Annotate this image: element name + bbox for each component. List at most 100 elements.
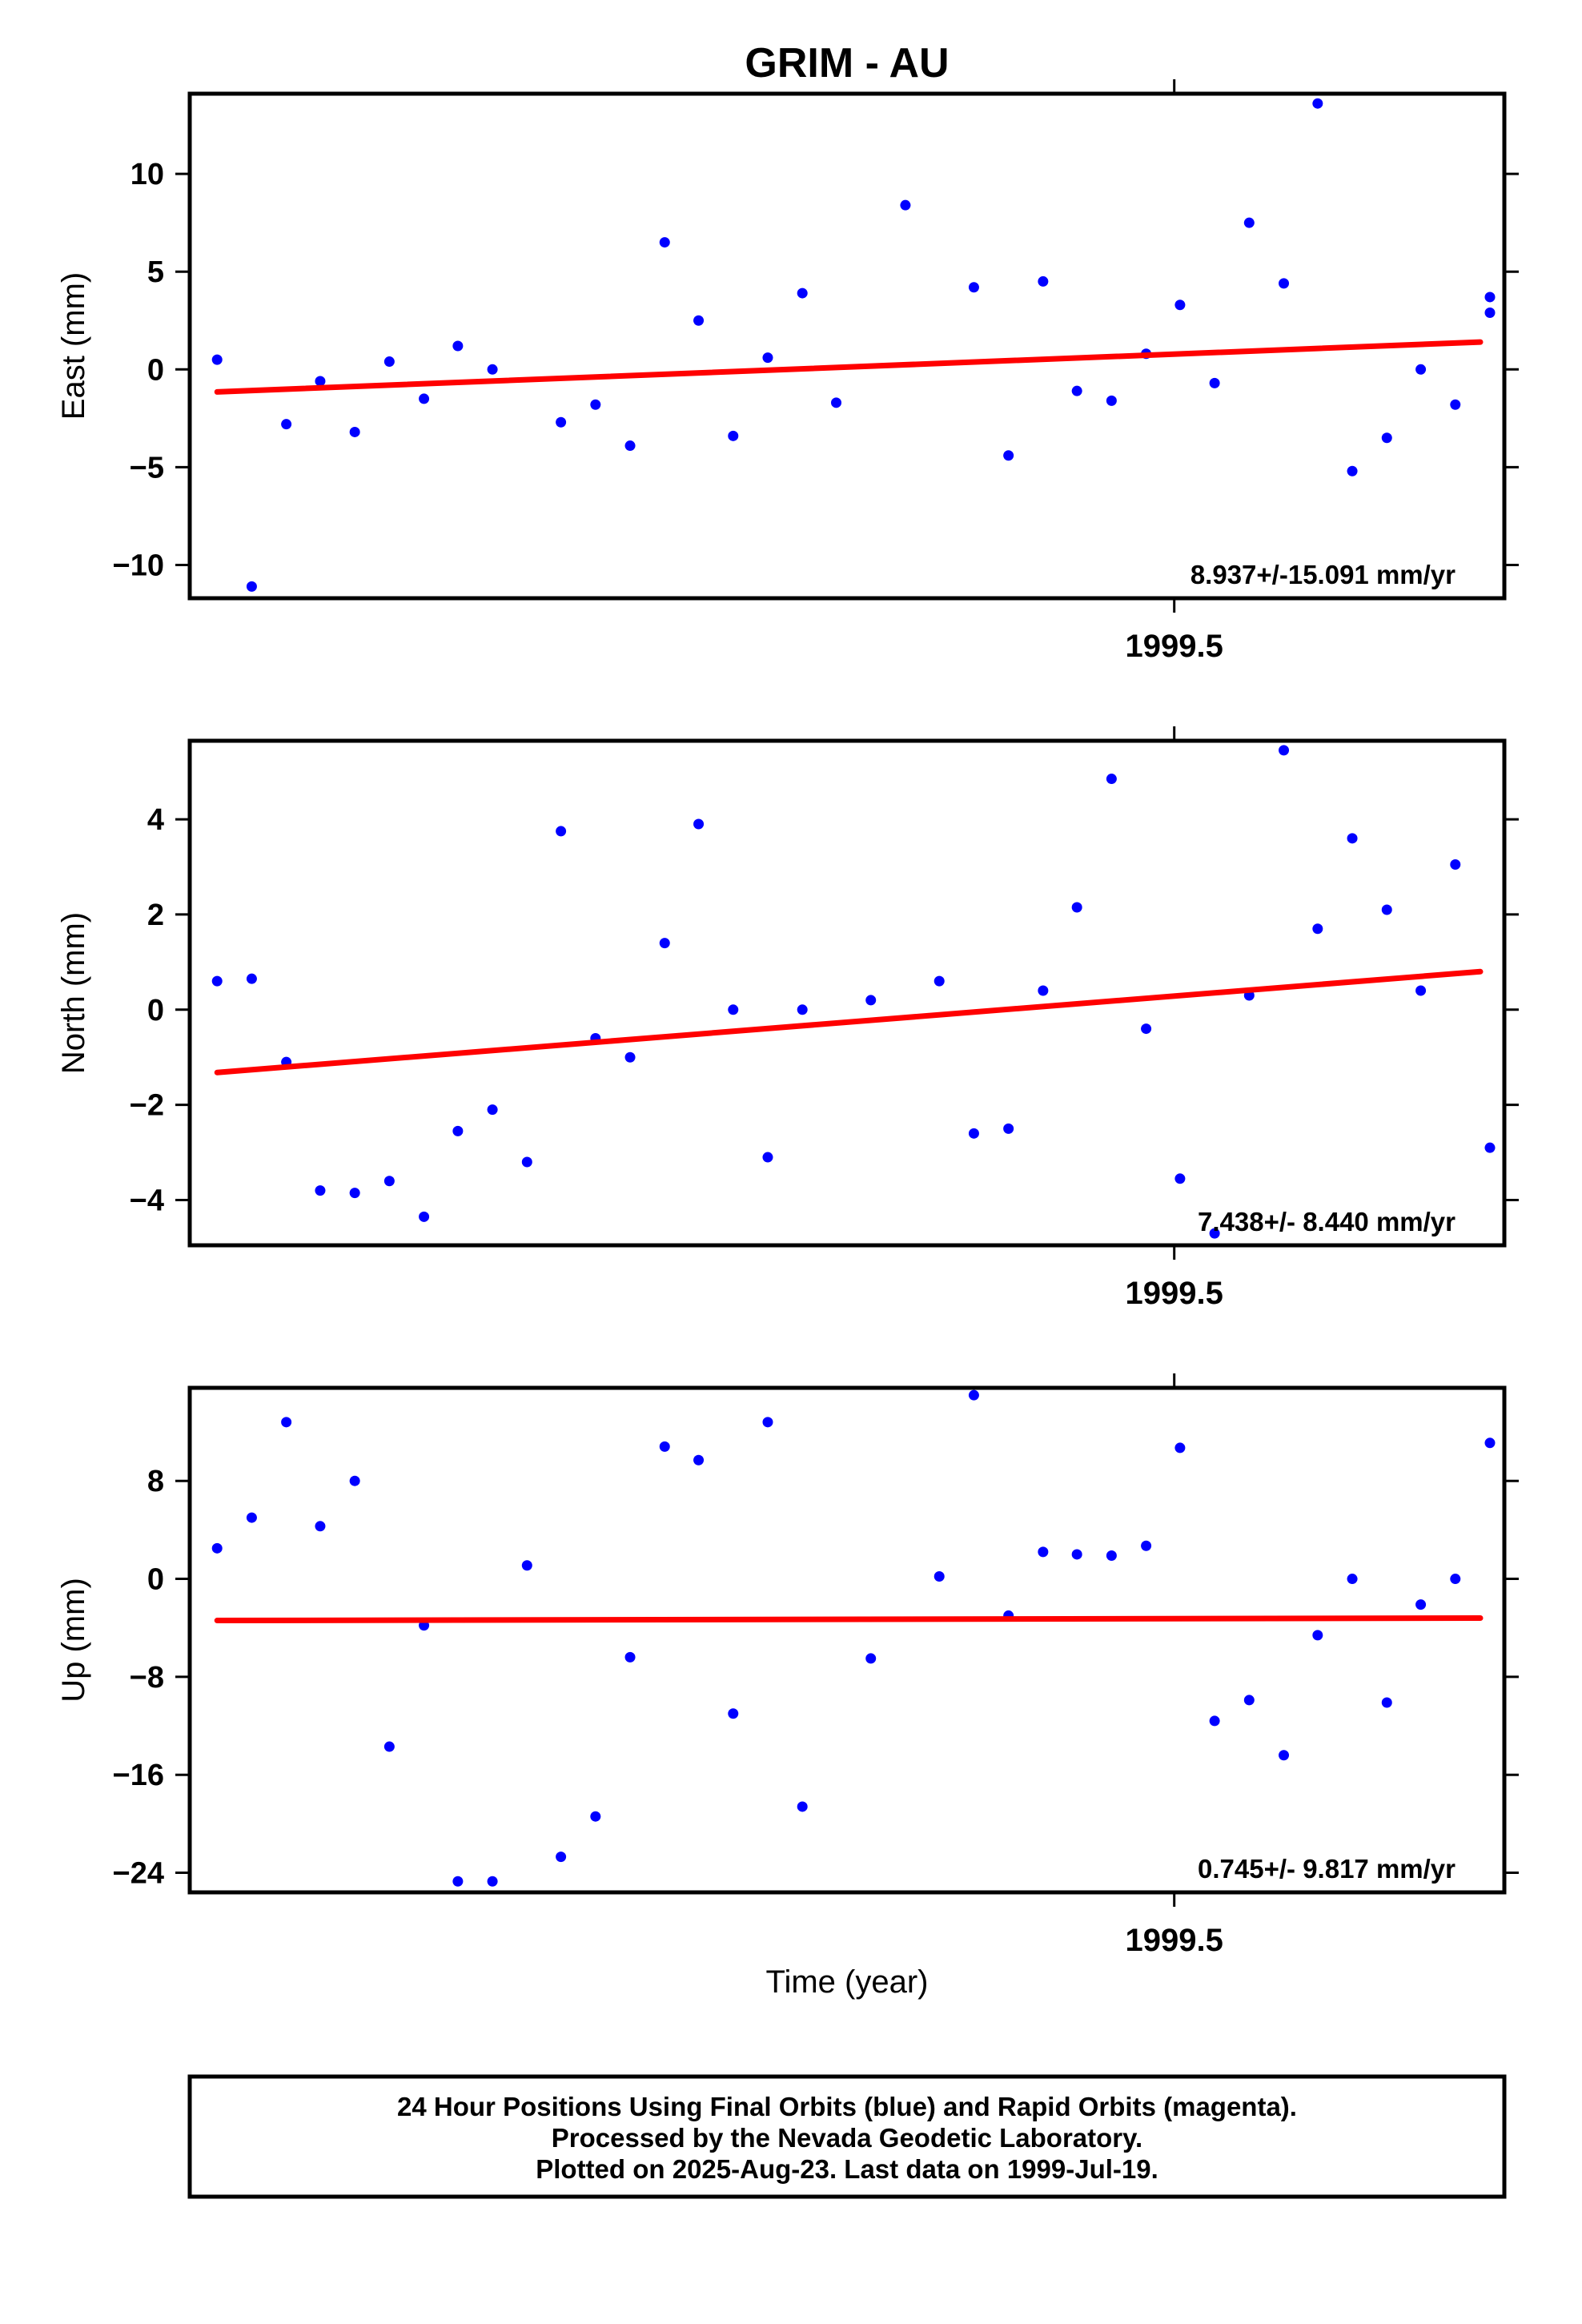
up-data-point [659, 1441, 670, 1452]
north-data-point [1141, 1023, 1152, 1035]
east-data-point [452, 340, 464, 352]
east-data-point [1484, 292, 1496, 303]
up-plot-frame [187, 1385, 1507, 1895]
footer-line-3: Plotted on 2025-Aug-23. Last data on 199… [536, 2154, 1158, 2184]
up-data-point [349, 1475, 360, 1486]
up-data-point [1312, 1630, 1323, 1641]
north-data-point [1484, 1142, 1496, 1153]
up-y-tick-label: 0 [147, 1563, 164, 1597]
east-data-point [968, 282, 979, 293]
up-data-point [797, 1801, 808, 1812]
up-data-point [1038, 1546, 1049, 1558]
north-data-point [246, 973, 257, 984]
east-panel: 10 5 0 −5 −10 1999.5 East (mm) 8.937+/-15.091 m… [56, 79, 1519, 664]
north-y-tick-label: −4 [130, 1184, 164, 1218]
up-data-point [1243, 1695, 1255, 1706]
east-data-point [246, 581, 257, 592]
up-data-point [1209, 1715, 1220, 1727]
east-data-point [1243, 217, 1255, 228]
north-data-point [1106, 774, 1117, 785]
east-data-point [1209, 377, 1220, 388]
up-data-point [1347, 1574, 1358, 1585]
east-data-point [1279, 278, 1290, 289]
east-data-point [659, 237, 670, 248]
north-data-point [419, 1211, 430, 1222]
east-data-point [349, 426, 360, 437]
up-data-point [934, 1570, 945, 1582]
up-y-tick-label: −8 [130, 1661, 164, 1695]
north-data-point [1415, 985, 1427, 996]
north-data-point [1381, 904, 1392, 915]
x-axis-label: Time (year) [766, 1964, 929, 2000]
north-data-point [1209, 1228, 1220, 1239]
east-data-point [1071, 385, 1082, 396]
east-data-point [419, 393, 430, 404]
north-y-tick-label: 2 [147, 899, 164, 932]
up-data-point [281, 1417, 292, 1428]
east-data-point [1347, 465, 1358, 476]
east-points [211, 98, 1496, 592]
east-data-point [1174, 300, 1186, 311]
north-data-point [968, 1128, 979, 1139]
north-data-point [797, 1004, 808, 1015]
up-data-point [383, 1741, 395, 1752]
up-y-tick-label: 8 [147, 1465, 164, 1498]
east-data-point [900, 199, 911, 211]
north-data-point [487, 1104, 498, 1116]
north-rate-label: 7.438+/- 8.440 mm/yr [1198, 1207, 1456, 1236]
up-data-point [762, 1417, 773, 1428]
up-data-point [1279, 1750, 1290, 1761]
east-data-point [728, 430, 739, 441]
north-data-point [762, 1152, 773, 1163]
up-data-point [1141, 1540, 1152, 1551]
north-data-point [1071, 902, 1082, 913]
north-data-point [1003, 1123, 1014, 1134]
up-data-point [728, 1708, 739, 1719]
up-data-point [1174, 1442, 1186, 1454]
east-data-point [1106, 395, 1117, 406]
east-y-tick-label: 0 [147, 353, 164, 387]
north-data-point [1450, 859, 1461, 870]
east-data-point [1484, 307, 1496, 318]
up-data-point [865, 1653, 877, 1664]
north-panel: 4 2 0 −2 −4 1999.5 North (mm) 7.438+/- 8.440 mm… [56, 726, 1519, 1311]
up-data-point [968, 1389, 979, 1401]
up-y-axis-label: Up (mm) [56, 1578, 91, 1703]
east-data-point [1038, 275, 1049, 287]
north-data-point [659, 938, 670, 949]
up-data-point [1381, 1697, 1392, 1708]
up-rate-label: 0.745+/- 9.817 mm/yr [1198, 1854, 1456, 1884]
north-y-tick-label: 0 [147, 994, 164, 1027]
up-data-point [1450, 1574, 1461, 1585]
north-data-point [521, 1156, 532, 1168]
east-y-tick-label: −5 [130, 451, 164, 485]
north-x-tick-label: 1999.5 [1126, 1276, 1223, 1311]
up-data-point [246, 1512, 257, 1523]
east-data-point [315, 376, 326, 387]
north-points [211, 745, 1496, 1239]
up-data-point [1484, 1437, 1496, 1449]
up-data-point [556, 1852, 567, 1863]
east-data-point [1381, 432, 1392, 444]
footer-box [187, 2074, 1507, 2199]
up-data-point [624, 1651, 636, 1663]
north-data-point [728, 1004, 739, 1015]
east-data-point [830, 397, 841, 408]
north-trend-line [214, 968, 1484, 1076]
north-data-point [1174, 1173, 1186, 1184]
up-panel: 8 0 −8 −16 −24 1999.5 Up (mm) 0.745+/- 9.817 mm… [56, 1373, 1519, 1958]
north-y-tick-label: 4 [147, 803, 164, 837]
east-data-point [1450, 399, 1461, 410]
east-data-point [1415, 364, 1427, 375]
north-data-point [1347, 833, 1358, 844]
up-y-tick-label: −16 [113, 1759, 164, 1792]
up-points [211, 1389, 1496, 1887]
up-data-point [1106, 1550, 1117, 1561]
up-data-point [487, 1876, 498, 1887]
east-data-point [383, 356, 395, 368]
north-data-point [624, 1051, 636, 1063]
north-data-point [383, 1176, 395, 1187]
east-y-tick-label: −10 [113, 549, 164, 582]
north-data-point [934, 975, 945, 987]
